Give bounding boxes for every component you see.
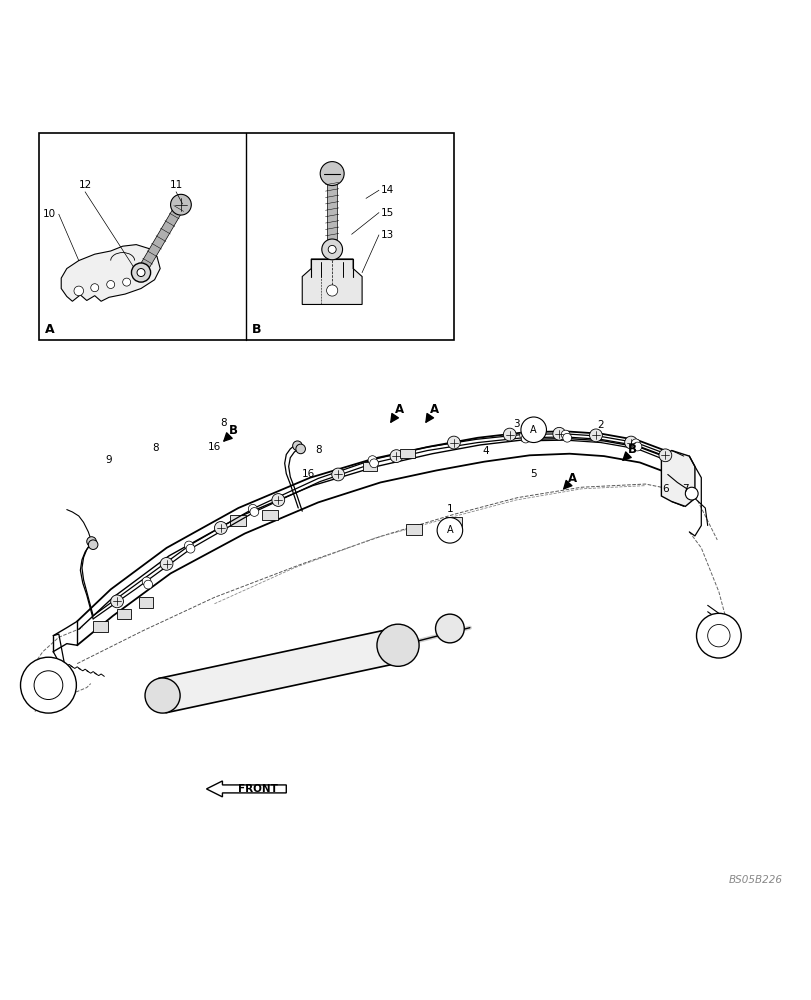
Circle shape — [250, 508, 259, 516]
Circle shape — [589, 429, 602, 442]
Text: A: A — [530, 425, 536, 435]
Text: B: B — [229, 424, 238, 437]
Text: FRONT: FRONT — [238, 784, 278, 794]
Text: 9: 9 — [105, 455, 112, 465]
Circle shape — [376, 624, 418, 666]
Circle shape — [91, 284, 99, 292]
Text: 8: 8 — [315, 445, 321, 455]
Text: A: A — [446, 525, 453, 535]
Bar — [230, 515, 246, 526]
Circle shape — [562, 433, 571, 442]
Circle shape — [631, 439, 639, 448]
Text: A: A — [395, 403, 404, 416]
Circle shape — [34, 671, 62, 700]
Text: 16: 16 — [208, 442, 221, 452]
Bar — [39, 133, 453, 340]
Bar — [139, 597, 152, 608]
Circle shape — [145, 678, 180, 713]
Circle shape — [519, 431, 528, 440]
Polygon shape — [206, 781, 286, 797]
Circle shape — [214, 522, 227, 534]
Circle shape — [295, 444, 305, 454]
Text: BS05B226: BS05B226 — [727, 875, 782, 885]
Bar — [445, 517, 461, 528]
Text: 15: 15 — [380, 208, 393, 218]
Circle shape — [624, 436, 637, 449]
Circle shape — [170, 194, 191, 215]
Text: 8: 8 — [221, 418, 227, 428]
Circle shape — [328, 245, 336, 253]
Text: 5: 5 — [530, 469, 536, 479]
Circle shape — [186, 544, 195, 553]
Circle shape — [521, 434, 530, 443]
Text: 14: 14 — [380, 185, 393, 195]
Circle shape — [292, 441, 302, 451]
Circle shape — [137, 269, 145, 277]
Text: 13: 13 — [380, 230, 393, 240]
Text: A: A — [45, 323, 54, 336]
Text: B: B — [628, 443, 637, 456]
Circle shape — [321, 239, 342, 260]
Text: 4: 4 — [482, 446, 488, 456]
Circle shape — [696, 613, 740, 658]
Text: 7: 7 — [681, 484, 688, 494]
Text: 6: 6 — [661, 484, 668, 494]
Circle shape — [131, 263, 150, 282]
Text: 1: 1 — [446, 504, 453, 514]
Circle shape — [320, 162, 344, 186]
Text: 3: 3 — [513, 419, 519, 429]
Circle shape — [435, 614, 464, 643]
Circle shape — [272, 494, 285, 506]
Bar — [363, 462, 377, 471]
Circle shape — [142, 577, 151, 586]
Polygon shape — [159, 628, 401, 713]
Circle shape — [633, 442, 641, 451]
Circle shape — [560, 430, 569, 439]
Polygon shape — [137, 202, 185, 275]
Circle shape — [74, 286, 84, 296]
Text: B: B — [251, 323, 261, 336]
Bar — [262, 510, 278, 520]
Circle shape — [389, 450, 402, 462]
Circle shape — [106, 281, 114, 289]
Circle shape — [88, 540, 98, 549]
Circle shape — [110, 595, 123, 608]
Circle shape — [447, 436, 460, 449]
Polygon shape — [327, 182, 337, 239]
Text: 11: 11 — [169, 180, 182, 190]
Circle shape — [503, 428, 516, 441]
Text: 2: 2 — [597, 420, 603, 430]
Text: 12: 12 — [79, 180, 92, 190]
Circle shape — [707, 625, 729, 647]
Text: 10: 10 — [43, 209, 56, 219]
Circle shape — [684, 487, 697, 500]
Text: 8: 8 — [152, 443, 158, 453]
Circle shape — [369, 459, 378, 468]
Circle shape — [87, 537, 97, 546]
Circle shape — [20, 657, 76, 713]
Circle shape — [659, 449, 671, 462]
Circle shape — [184, 541, 193, 550]
Polygon shape — [61, 245, 160, 301]
Circle shape — [332, 468, 344, 481]
Bar — [400, 449, 414, 458]
Bar — [406, 524, 422, 535]
Circle shape — [122, 278, 131, 286]
Bar — [117, 609, 131, 619]
Circle shape — [160, 557, 173, 570]
Circle shape — [144, 580, 152, 589]
Text: A: A — [568, 472, 577, 485]
Text: A: A — [430, 403, 439, 416]
Circle shape — [248, 504, 257, 513]
Polygon shape — [302, 259, 362, 304]
Text: 16: 16 — [302, 469, 315, 479]
Circle shape — [367, 456, 376, 464]
Circle shape — [326, 285, 337, 296]
Circle shape — [521, 417, 546, 443]
Polygon shape — [661, 451, 694, 506]
Circle shape — [436, 518, 462, 543]
Bar — [93, 621, 107, 632]
Circle shape — [552, 427, 565, 440]
